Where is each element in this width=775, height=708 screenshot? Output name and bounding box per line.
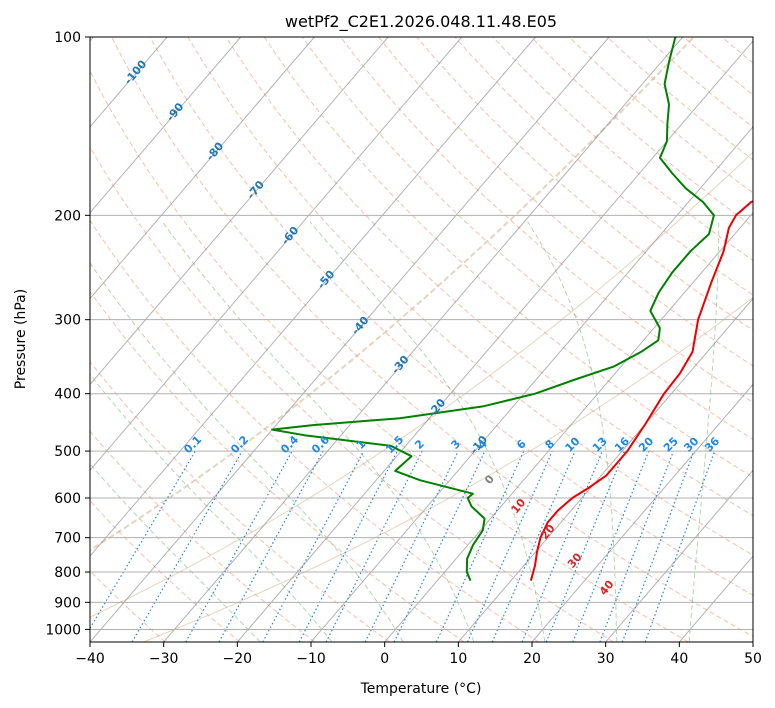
mixing-ratio-line — [491, 450, 576, 642]
mixing-ratio-line — [185, 450, 293, 642]
dry-adiabat — [568, 37, 753, 194]
plot-frame — [89, 36, 754, 643]
x-tick-label: −10 — [296, 651, 326, 667]
x-tick-label: 20 — [523, 651, 541, 667]
profile-lines — [271, 37, 753, 581]
mixing-ratio-line — [90, 450, 196, 630]
dry-adiabat — [187, 37, 753, 556]
isotherm — [310, 126, 753, 642]
isotherm — [90, 37, 242, 214]
x-tick-label: 30 — [597, 651, 615, 667]
y-tick-label: 700 — [54, 531, 81, 547]
ice-adiabat — [90, 151, 753, 618]
x-tick-label: 10 — [449, 651, 467, 667]
moist-adiabat — [309, 221, 546, 642]
y-tick-label: 800 — [54, 565, 81, 581]
mixing-ratio-line — [435, 450, 525, 642]
mixing-ratio-line — [521, 450, 603, 642]
moist-adiabat — [688, 221, 720, 642]
chart-title: wetPf2_C2E1.2026.048.11.48.E05 — [285, 12, 557, 32]
dewpoint-profile-line — [271, 37, 715, 581]
dry-adiabat — [149, 37, 753, 596]
dry-adiabat — [90, 290, 465, 642]
x-tick-label: 40 — [670, 651, 688, 667]
dry-adiabat — [90, 360, 390, 642]
isotherm — [90, 37, 610, 642]
ice-adiabat — [90, 37, 695, 552]
moist-adiabat — [90, 463, 261, 642]
isotherm — [90, 37, 536, 557]
x-tick-label: 50 — [744, 651, 762, 667]
mixing-ratio-line — [131, 450, 243, 642]
isotherm — [90, 37, 389, 386]
dry-adiabat — [454, 37, 753, 296]
y-tick-label: 500 — [54, 444, 81, 460]
y-axis-label: Pressure (hPa) — [13, 289, 29, 389]
dry-adiabat — [90, 430, 316, 642]
y-tick-label: 200 — [54, 208, 81, 224]
isotherm — [531, 383, 753, 642]
ice-adiabat — [143, 296, 753, 642]
isotherm — [457, 297, 753, 642]
dry-adiabat — [111, 37, 753, 638]
isotherm — [90, 37, 315, 300]
y-tick-label: 900 — [54, 595, 81, 611]
y-tick-label: 100 — [54, 30, 81, 46]
mixing-ratio-line — [644, 450, 716, 642]
y-tick-label: 600 — [54, 491, 81, 507]
y-tick-label: 1000 — [45, 622, 81, 638]
isotherm — [384, 211, 753, 642]
y-tick-label: 300 — [54, 313, 81, 329]
isotherm — [163, 37, 684, 642]
mixing-ratio-line — [393, 450, 486, 642]
dry-adiabat — [225, 37, 753, 517]
moist-adiabat — [527, 221, 618, 642]
dry-adiabat — [263, 37, 753, 478]
temperature-profile-line — [529, 200, 753, 581]
axes: −40 −30 −20 −10 0 10 20 30 40 50 100 200 300 400 500 60… — [45, 30, 762, 667]
isotherm — [236, 40, 753, 642]
mixing-ratio-line — [218, 450, 324, 642]
x-axis-label: Temperature (°C) — [360, 681, 482, 697]
x-tick-label: −40 — [75, 651, 105, 667]
plot-area — [90, 37, 753, 642]
moist-adiabat — [162, 221, 475, 642]
dry-adiabat — [90, 69, 689, 642]
dry-adiabat — [416, 37, 753, 331]
background-reference-lines — [90, 37, 753, 642]
mixing-ratio-line — [466, 450, 553, 642]
isotherm — [90, 37, 463, 472]
x-tick-label: −30 — [149, 651, 179, 667]
moist-adiabat — [90, 373, 333, 642]
dry-adiabat — [378, 37, 753, 367]
x-tick-label: −20 — [223, 651, 253, 667]
dry-adiabat — [301, 37, 753, 441]
dry-adiabat — [530, 37, 753, 228]
y-tick-label: 400 — [54, 387, 81, 403]
moist-adiabat — [90, 261, 404, 642]
mixing-ratio-line — [364, 450, 459, 642]
dry-adiabat — [340, 37, 753, 403]
isotherm — [605, 469, 753, 642]
x-tick-label: 0 — [380, 651, 389, 667]
